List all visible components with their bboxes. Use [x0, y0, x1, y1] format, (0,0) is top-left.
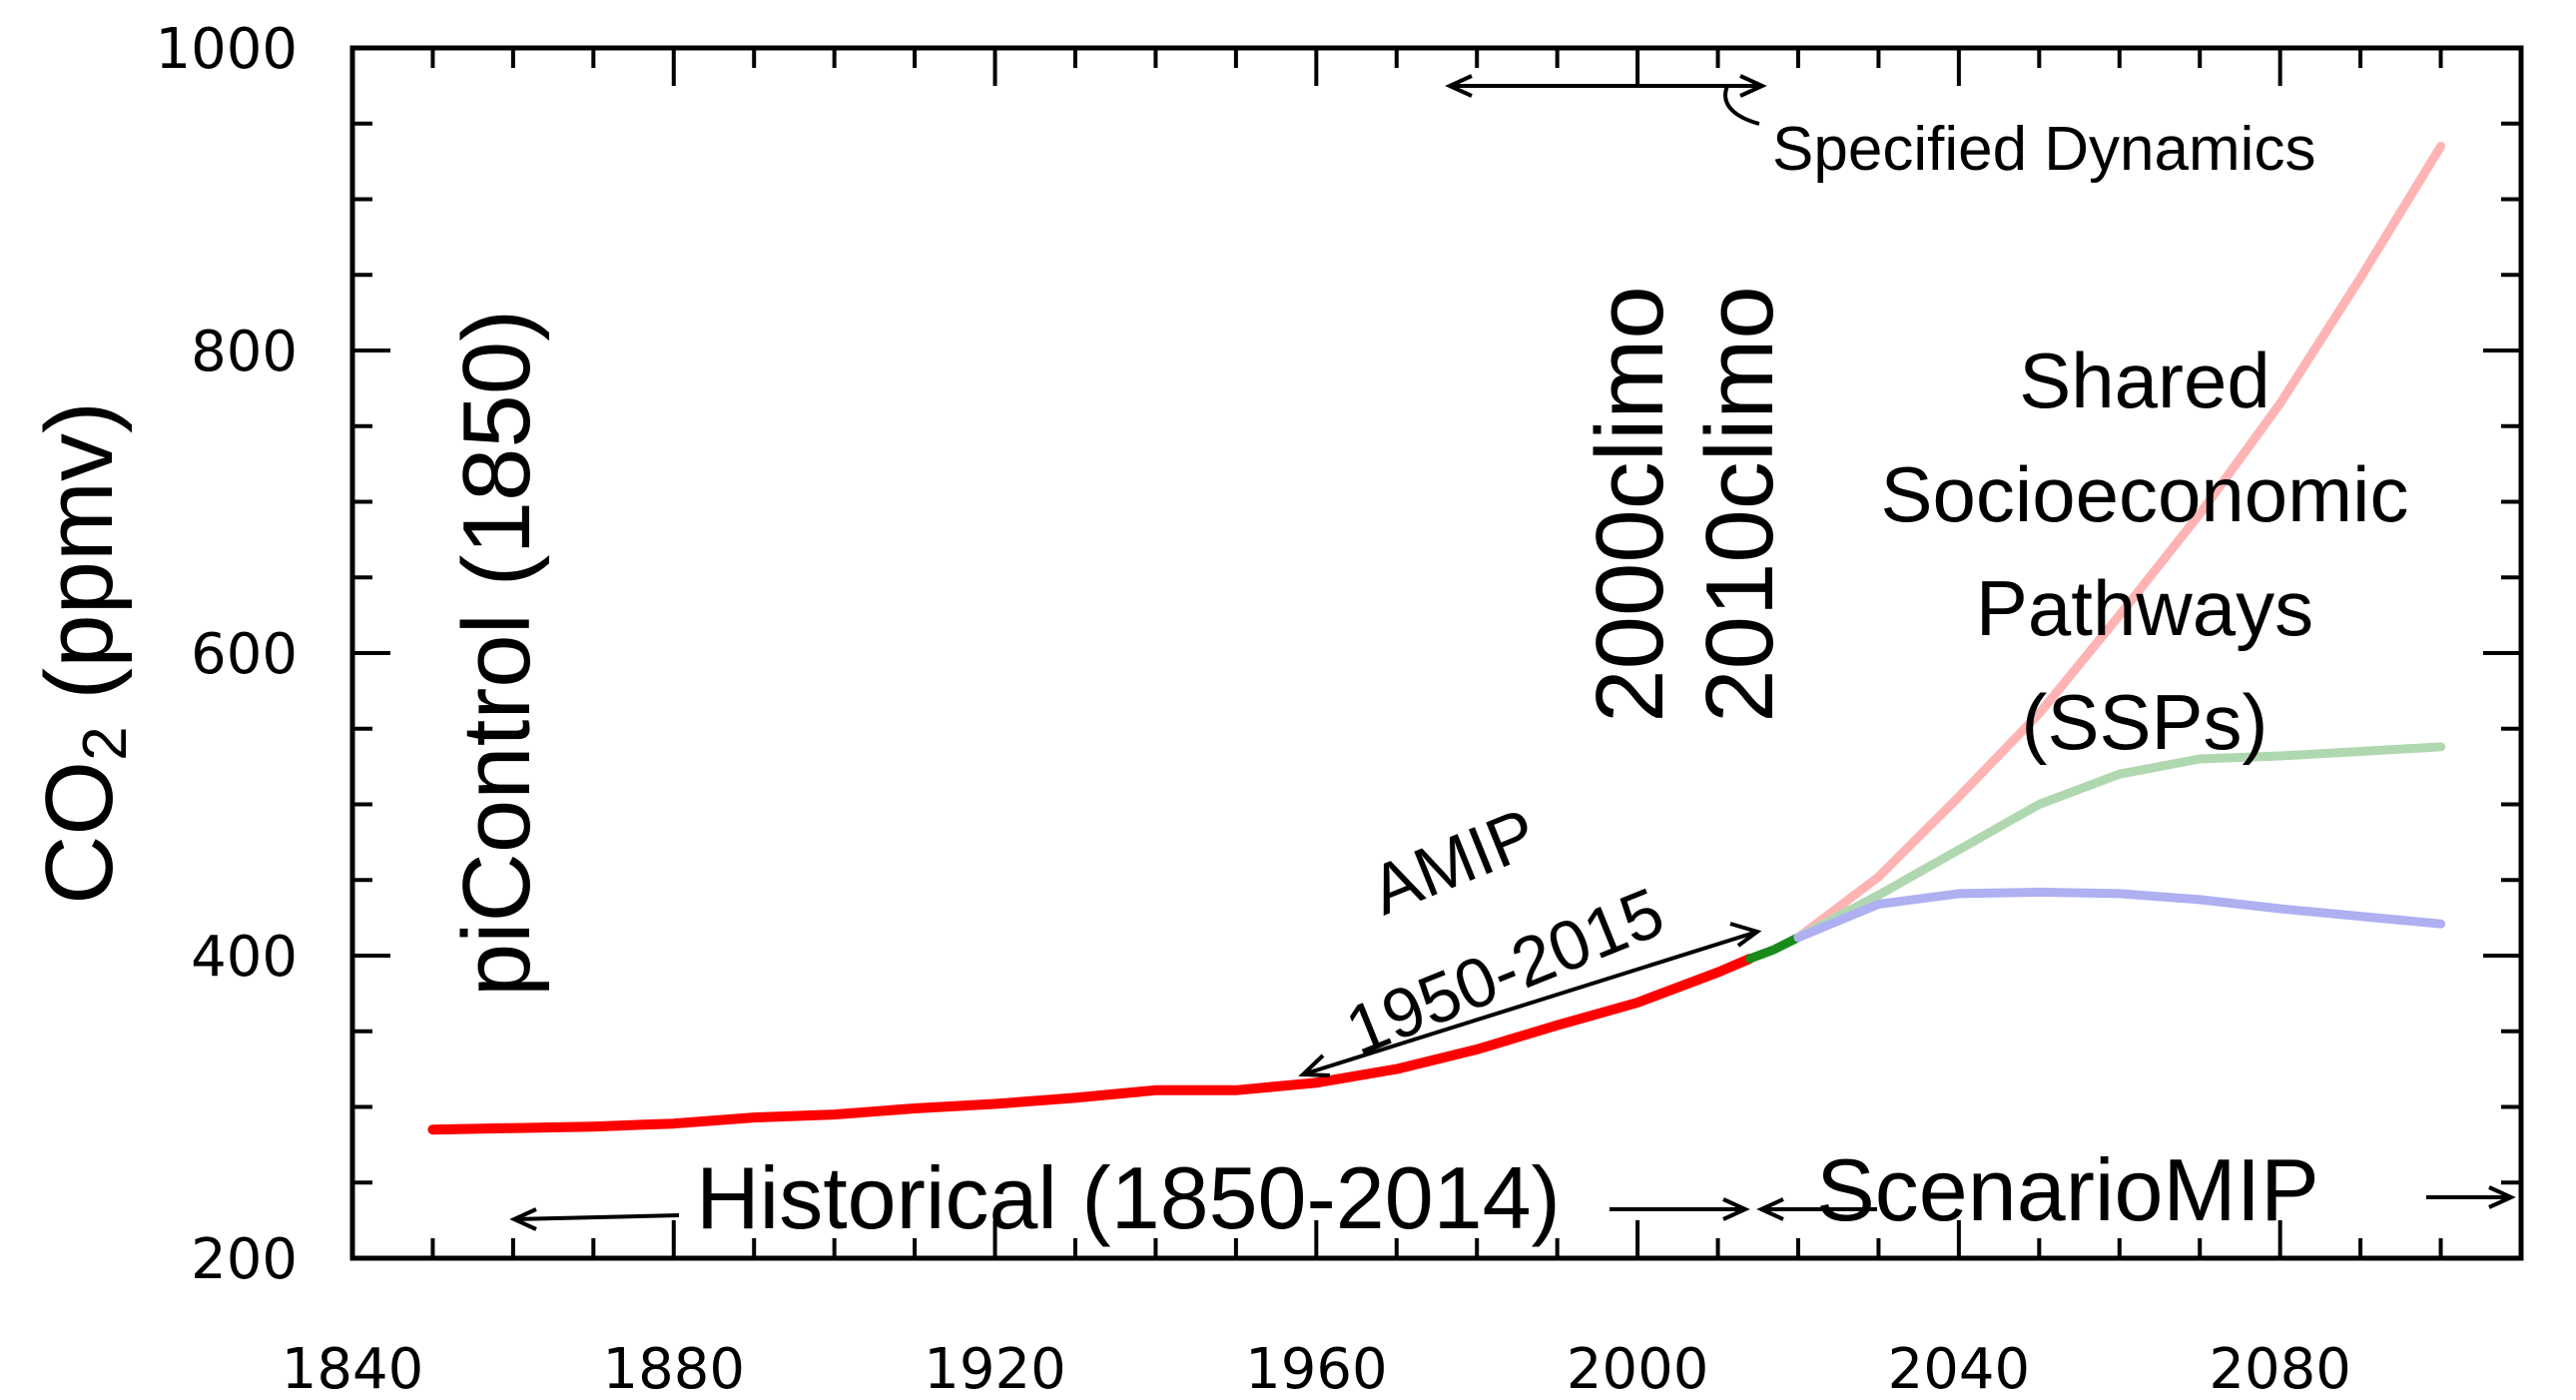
annotation-specified-dynamics: Specified Dynamics	[1772, 115, 2315, 184]
x-tick-label: 1960	[1245, 1337, 1388, 1400]
series-line-2	[1745, 933, 1803, 964]
annotation-amip: AMIP	[1360, 794, 1548, 930]
annotation-ssp-line-1: Shared	[2019, 337, 2270, 424]
axis-ticks	[350, 46, 2523, 1260]
annotation-2000climo: 2000climo	[1577, 286, 1683, 723]
plot-frame	[349, 45, 2524, 1261]
y-axis-label-main: CO	[26, 761, 133, 905]
specified-dynamics-arrow	[1445, 74, 1767, 126]
y-axis-label-subscript: 2	[71, 726, 140, 760]
annotation-historical: Historical (1850-2014)	[696, 1148, 1561, 1247]
y-tick-label: 200	[191, 1227, 298, 1292]
y-tick-label: 400	[191, 925, 298, 990]
historical-arrows	[509, 1197, 1750, 1231]
annotation-ssp-line-2: Socioeconomic	[1881, 450, 2409, 538]
annotation-ssp-line-4: (SSPs)	[2021, 678, 2267, 766]
y-tick-label: 600	[191, 622, 298, 687]
x-tick-label: 1880	[603, 1337, 746, 1400]
series-line-5	[1793, 887, 2446, 943]
y-tick-label: 800	[191, 320, 298, 384]
y-axis-label-unit: (ppmv)	[26, 401, 133, 726]
x-tick-label: 2080	[2209, 1337, 2351, 1400]
x-tick-label: 1920	[924, 1337, 1066, 1400]
series-line-1	[427, 954, 1755, 1135]
x-tick-label: 1840	[282, 1337, 424, 1400]
amip-arrow	[1298, 922, 1762, 1077]
series-layer	[427, 142, 2446, 1135]
x-tick-label: 2040	[1888, 1337, 2031, 1400]
axis-tick-labels: 1840 1880 1920 1960 2000 2040 2080 200 400 600 800…	[155, 17, 2350, 1400]
series-line-3	[1793, 142, 2446, 943]
annotation-scenariomip: ScenarioMIP	[1816, 1140, 2319, 1239]
y-tick-label: 1000	[155, 17, 298, 82]
y-axis-label: CO2 (ppmv)	[26, 401, 140, 905]
annotation-2010climo: 2010climo	[1686, 286, 1793, 723]
series-line-4	[1793, 742, 2446, 943]
x-tick-label: 2000	[1567, 1337, 1709, 1400]
annotation-picontrol: piControl (1850)	[443, 310, 550, 997]
annotation-ssp-line-3: Pathways	[1976, 564, 2313, 652]
scenariomip-arrows	[1756, 1185, 2516, 1221]
